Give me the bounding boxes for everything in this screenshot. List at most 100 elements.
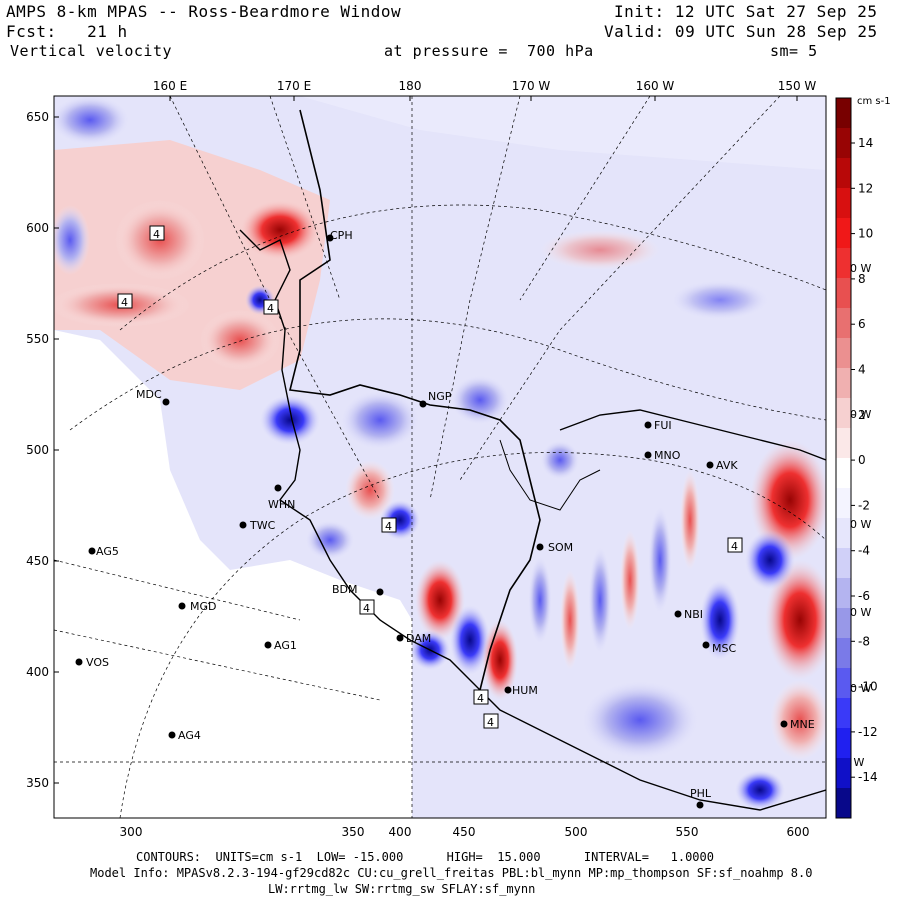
colorbar-swatch [836, 728, 851, 759]
colorbar-label: -14 [858, 770, 878, 784]
field-name: Vertical velocity [10, 42, 173, 60]
colorbar-label: 0 [858, 453, 866, 467]
colorbar-label: -6 [858, 589, 870, 603]
station-label: MNE [790, 718, 815, 731]
colorbar-label: -2 [858, 498, 870, 512]
colorbar [836, 98, 851, 819]
colorbar-swatch [836, 398, 851, 429]
contour-label: 4 [731, 540, 738, 553]
station-label: TWC [249, 519, 276, 532]
station-label: VOS [86, 656, 109, 669]
colorbar-label: 12 [858, 181, 873, 195]
x-tick-label: 300 [120, 825, 143, 839]
colorbar-label: -12 [858, 725, 878, 739]
contour-info: CONTOURS: UNITS=cm s-1 LOW= -15.000 HIGH… [136, 850, 714, 864]
colorbar-label: 4 [858, 363, 866, 377]
station-label: SOM [548, 541, 573, 554]
colorbar-swatch [836, 428, 851, 459]
colorbar-swatch [836, 278, 851, 309]
station-label: NBI [684, 608, 703, 621]
contour-label: 4 [267, 302, 274, 315]
lon-label: 180 [399, 79, 422, 93]
colorbar-label: -4 [858, 544, 870, 558]
station-label: HUM [512, 684, 538, 697]
station-label: PHL [690, 787, 712, 800]
colorbar-label: 14 [858, 136, 873, 150]
colorbar-swatch [836, 458, 851, 489]
y-tick-label: 400 [26, 665, 49, 679]
contour-label: 4 [153, 228, 160, 241]
colorbar-swatch [836, 98, 851, 129]
colorbar-swatch [836, 248, 851, 279]
y-tick-label: 600 [26, 221, 49, 235]
station-label: DAM [406, 632, 431, 645]
colorbar-label: 10 [858, 227, 873, 241]
x-axis-labels: 300 350 400 450 500 550 600 [120, 825, 810, 839]
station-label: BDM [332, 583, 358, 596]
vertical-velocity-field [54, 96, 826, 818]
colorbar-swatch [836, 338, 851, 369]
station-label: AG5 [96, 545, 119, 558]
lon-label: 170 E [277, 79, 311, 93]
colorbar-swatch [836, 548, 851, 579]
contour-label: 4 [363, 602, 370, 615]
colorbar-label: 2 [858, 408, 866, 422]
model-info-line2: LW:rrtmg_lw SW:rrtmg_sw SFLAY:sf_mynn [268, 882, 536, 896]
y-tick-label: 550 [26, 332, 49, 346]
x-tick-label: 400 [389, 825, 412, 839]
colorbar-label: 8 [858, 272, 866, 286]
map-title: AMPS 8-km MPAS -- Ross-Beardmore Window [6, 2, 402, 21]
station-label: AG1 [274, 639, 297, 652]
station-label: AG4 [178, 729, 201, 742]
y-tick-label: 450 [26, 554, 49, 568]
contour-labels: 4 4 4 4 4 4 4 4 [117, 225, 743, 729]
contour-label: 4 [487, 716, 494, 729]
colorbar-label: -10 [858, 680, 878, 694]
colorbar-unit: cm s-1 [857, 96, 891, 107]
lon-label: 170 W [512, 79, 551, 93]
lon-label: 160 W [636, 79, 675, 93]
colorbar-swatch [836, 758, 851, 789]
x-tick-label: 600 [787, 825, 810, 839]
station-label: MSC [712, 642, 736, 655]
colorbar-swatch [836, 188, 851, 219]
x-tick-label: 450 [453, 825, 476, 839]
station-label: CPH [330, 229, 353, 242]
contour-label: 4 [477, 692, 484, 705]
colorbar-swatch [836, 608, 851, 639]
station-markers: MDC WHN TWC AG5 MGD AG1 VOS AG4 CPH NGP … [75, 229, 815, 809]
station-label: MGD [190, 600, 217, 613]
colorbar-swatch [836, 668, 851, 699]
contour-label: 4 [385, 520, 392, 533]
lon-label: 150 W [778, 79, 817, 93]
colorbar-swatch [836, 308, 851, 339]
colorbar-swatch [836, 368, 851, 399]
station-label: FUI [654, 419, 672, 432]
init-time: Init: 12 UTC Sat 27 Sep 25 [614, 2, 878, 21]
lon-label: 160 E [153, 79, 187, 93]
colorbar-swatch [836, 158, 851, 189]
station-label: AVK [716, 459, 738, 472]
station-label: NGP [428, 390, 452, 403]
colorbar-swatch [836, 488, 851, 519]
top-longitude-labels: 160 E 170 E 180 170 W 160 W 150 W [153, 79, 817, 93]
y-tick-label: 500 [26, 443, 49, 457]
colorbar-swatch [836, 128, 851, 159]
pressure-level: at pressure = 700 hPa [384, 42, 594, 60]
colorbar-swatch [836, 218, 851, 249]
model-info: Model Info: MPASv8.2.3-194-gf29cd82c CU:… [90, 866, 813, 880]
colorbar-swatch [836, 788, 851, 819]
colorbar-swatch [836, 578, 851, 609]
y-tick-label: 350 [26, 776, 49, 790]
colorbar-label: -8 [858, 634, 870, 648]
y-tick-label: 650 [26, 110, 49, 124]
station-label: MNO [654, 449, 681, 462]
contour-label: 4 [121, 296, 128, 309]
x-tick-label: 350 [342, 825, 365, 839]
x-tick-label: 550 [676, 825, 699, 839]
colorbar-swatch [836, 518, 851, 549]
smoothing-value: sm= 5 [770, 42, 818, 60]
colorbar-label: 6 [858, 317, 866, 331]
colorbar-labels: 14 12 10 8 6 4 2 0 -2 -4 -6 -8 -10 -12 -14 [851, 136, 878, 784]
